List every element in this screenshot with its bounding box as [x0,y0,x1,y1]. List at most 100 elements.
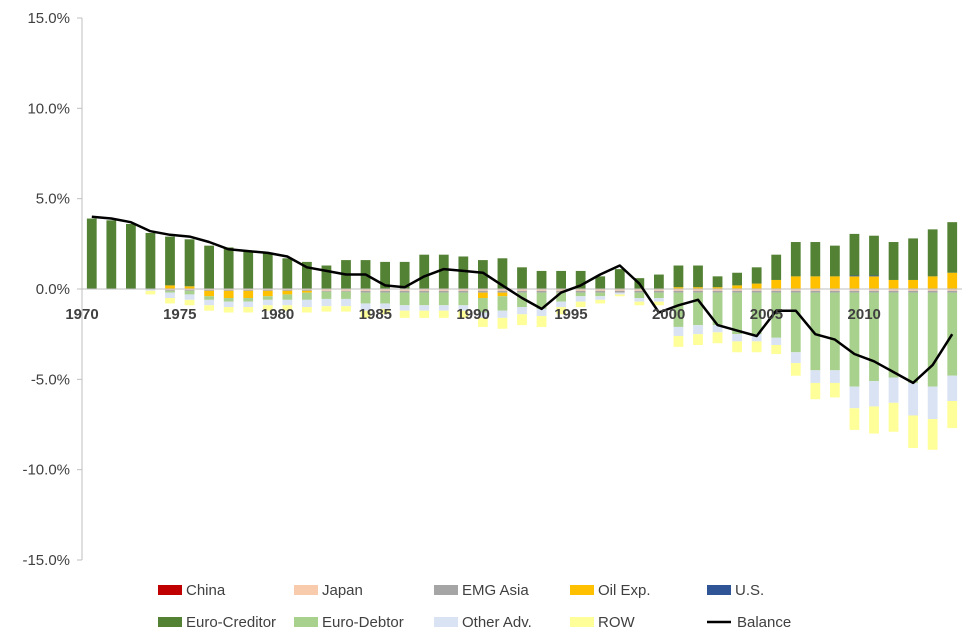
legend-swatch-other-adv [434,617,458,627]
bar-segment-emg-asia-1975 [184,289,195,291]
bar-segment-emg-asia-1980 [282,289,293,291]
bar-segment-other-adv-1995 [575,296,586,302]
bar-segment-emg-asia-1988 [438,290,449,293]
bar-segment-japan-1991 [497,289,508,291]
bar-segment-japan-2008 [830,289,840,291]
bar-segment-euro-creditor-2004 [751,267,762,284]
bar-segment-row-2011 [888,402,899,432]
bar-segment-japan-1997 [614,289,625,291]
bar-segment-row-1982 [321,306,332,312]
bar-segment-emg-asia-2014 [947,290,958,293]
bar-segment-emg-asia-2009 [849,290,860,293]
bar-segment-japan-2009 [849,289,860,291]
bar-segment-row-1976 [204,305,214,311]
bar-segment-emg-asia-1974 [165,289,175,291]
bar-segment-euro-creditor-2007 [810,242,821,277]
bar-segment-euro-creditor-1981 [302,261,312,289]
bar-segment-euro-debtor-1986 [399,292,410,306]
bar-segment-euro-debtor-1998 [634,292,645,299]
bar-segment-japan-1989 [458,289,469,291]
bar-segment-oil-exp-2012 [908,279,918,289]
bar-segment-euro-creditor-2014 [947,222,958,273]
bar-segment-euro-creditor-2012 [908,238,918,280]
bar-segment-euro-creditor-2008 [830,245,840,277]
bar-segment-japan-1996 [595,289,606,291]
bar-segment-emg-asia-1986 [399,290,410,293]
legend-swatch-emg-asia [434,585,458,595]
bar-segment-other-adv-2000 [673,326,684,336]
legend-label-euro-creditor: Euro-Creditor [186,614,276,631]
bar-segment-emg-asia-1992 [517,290,527,293]
legend-label-japan: Japan [322,582,363,599]
bar-segment-japan-2006 [790,289,801,291]
bar-segment-row-2010 [869,406,879,434]
bar-segment-oil-exp-1979 [262,290,273,297]
bar-segment-euro-debtor-2002 [712,292,723,326]
bar-segment-emg-asia-2010 [869,290,879,293]
bar-segment-row-1984 [360,310,371,318]
x-tick-label: 2000 [652,306,685,323]
bar-segment-emg-asia-1989 [458,290,469,293]
bar-segment-euro-creditor-1991 [497,258,508,289]
bar-segment-oil-exp-1977 [223,290,234,299]
bar-segment-japan-2000 [673,289,684,291]
legend-label-row: ROW [598,614,636,631]
legend-label-other-adv: Other Adv. [462,614,532,631]
bar-segment-other-adv-2007 [810,370,821,383]
bar-segment-euro-creditor-2011 [888,242,899,280]
x-tick-label: 2005 [750,306,783,323]
y-tick-label: 10.0% [27,100,70,117]
bar-segment-japan-2010 [869,289,879,291]
bar-segment-other-adv-1992 [517,307,527,315]
bar-segment-u-s-2010 [869,275,879,277]
legend-swatch-row [570,617,594,627]
legend-label-china: China [186,582,226,599]
bar-segment-euro-debtor-2008 [830,292,840,371]
bar-segment-euro-creditor-1980 [282,258,293,289]
bar-segment-euro-debtor-1984 [360,292,371,304]
legend-label-balance: Balance [737,614,791,631]
bar-segment-euro-debtor-1979 [262,296,273,300]
balance-line [91,215,954,385]
bar-segment-euro-creditor-1987 [419,254,430,289]
bar-segment-oil-exp-1991 [497,292,508,297]
bar-segment-emg-asia-2012 [908,290,918,293]
bar-segment-euro-creditor-2000 [673,265,684,288]
bar-segment-other-adv-2002 [712,325,723,333]
bar-segment-oil-exp-2004 [751,283,762,289]
bar-segment-japan-1985 [380,289,390,291]
bar-segment-emg-asia-2000 [673,290,684,293]
legend-label-u-s: U.S. [735,582,764,599]
bar-segment-japan-1993 [536,289,547,291]
bar-segment-other-adv-1990 [478,312,488,318]
bar-segment-other-adv-2009 [849,386,860,409]
bar-segment-row-1988 [438,310,449,318]
bar-segment-euro-debtor-1989 [458,292,469,306]
bar-segment-row-1992 [517,314,527,326]
bar-segment-emg-asia-2004 [751,290,762,293]
bar-segment-emg-asia-1990 [478,290,488,293]
bar-segment-other-adv-2005 [771,337,782,346]
legend-swatch-oil-exp [570,585,594,595]
bar-segment-euro-creditor-1975 [184,239,195,287]
bar-segment-emg-asia-1996 [595,290,606,293]
bar-segment-euro-creditor-1997 [614,269,625,289]
bar-segment-other-adv-1983 [341,298,351,307]
bar-segment-euro-debtor-1983 [341,291,351,299]
bar-segment-euro-debtor-1974 [165,290,175,293]
bar-segment-euro-creditor-1978 [243,251,254,289]
bar-segment-japan-2013 [927,289,938,291]
bar-segment-other-adv-2006 [790,352,801,364]
bar-segment-euro-debtor-2013 [927,292,938,387]
bar-segment-row-1973 [145,290,156,295]
x-axis-tick-labels: 1970 1975 1980 1985 1990 1995 2000 2005 2010 [65,306,881,323]
bar-segment-emg-asia-1997 [614,290,625,293]
bar-segment-japan-1987 [419,289,430,291]
bar-segment-japan-2014 [947,289,958,291]
bar-segment-euro-debtor-1994 [556,292,566,302]
bar-segment-emg-asia-2007 [810,290,821,293]
bar-segment-other-adv-1975 [184,294,195,300]
bar-segment-japan-2005 [771,289,782,291]
bar-segment-euro-creditor-1999 [654,274,664,289]
bar-segment-japan-1999 [654,289,664,291]
